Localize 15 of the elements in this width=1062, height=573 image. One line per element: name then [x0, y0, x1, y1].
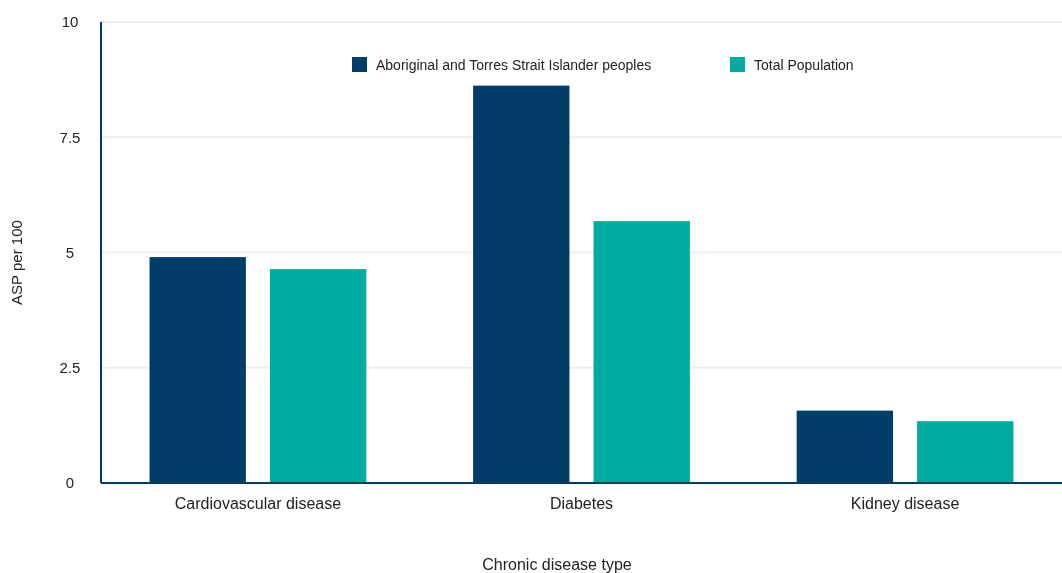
y-tick-label: 2.5	[59, 359, 81, 376]
y-tick-label: 5	[65, 243, 75, 261]
x-axis-title: Chronic disease type	[482, 556, 632, 573]
x-tick-label: Cardiovascular disease	[174, 495, 342, 512]
y-axis-title: ASP per 100	[8, 220, 25, 305]
legend-label: Total Population	[754, 56, 854, 73]
bar	[269, 269, 367, 483]
y-tick-label: 7.5	[59, 128, 81, 146]
bar	[593, 221, 690, 483]
legend-label: Aboriginal and Torres Strait Islander peoples	[376, 56, 652, 73]
x-tick-label: Diabetes	[549, 495, 614, 512]
bar	[917, 421, 1014, 483]
y-tick-label: 10	[61, 13, 79, 31]
y-tick-label: 0	[65, 474, 75, 492]
x-tick-label: Kidney disease	[850, 495, 960, 512]
